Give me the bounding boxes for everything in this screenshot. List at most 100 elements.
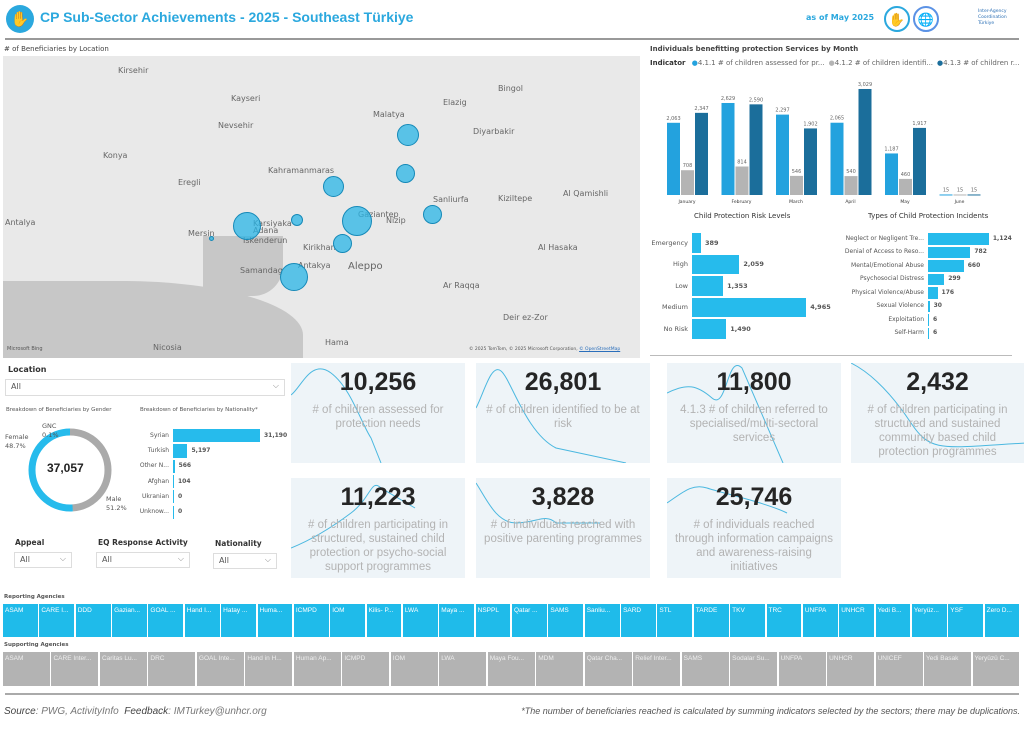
nationality-dropdown[interactable]: All ⌵ xyxy=(213,553,277,569)
agency-tile[interactable]: ASAM xyxy=(3,652,50,686)
bar[interactable] xyxy=(928,273,945,285)
bar[interactable] xyxy=(173,474,174,489)
kpi-card[interactable]: 3,828 # of individuals reached with posit… xyxy=(476,478,650,578)
legend-item[interactable]: ●4.1.1 # of children assessed for pr... xyxy=(692,59,825,67)
agency-tile[interactable]: Yeryüz... xyxy=(911,604,947,637)
month-bar[interactable] xyxy=(953,194,967,196)
legend-item[interactable]: ●4.1.2 # of children identifi... xyxy=(829,59,933,67)
agency-tile[interactable]: IOM xyxy=(330,604,366,637)
bar[interactable] xyxy=(173,459,175,473)
location-bubble[interactable] xyxy=(291,214,303,226)
agency-tile[interactable]: Hand in H... xyxy=(245,652,293,686)
agency-tile[interactable]: MDM xyxy=(536,652,584,686)
agency-tile[interactable]: STL xyxy=(657,604,693,637)
agency-tile[interactable]: TRC xyxy=(766,604,802,637)
agency-tile[interactable]: IOM xyxy=(390,652,438,686)
agency-tile[interactable]: Qatar ... xyxy=(512,604,547,637)
bar[interactable] xyxy=(928,246,971,258)
location-bubble[interactable] xyxy=(323,176,344,197)
agency-tile[interactable]: LWA xyxy=(402,604,438,637)
agency-tile[interactable]: Yedi B... xyxy=(875,604,911,637)
agency-tile[interactable]: Yeryüzü C... xyxy=(972,652,1020,686)
agency-tile[interactable]: UNHCR xyxy=(827,652,875,686)
beneficiaries-map[interactable]: Kirsehir Kayseri Nevsehir Konya Eregli Kahram… xyxy=(3,56,640,358)
kpi-card[interactable]: 11,800 4.1.3 # of children referred to sp… xyxy=(667,363,841,463)
agency-tile[interactable]: DRC xyxy=(148,652,196,686)
agency-tile[interactable]: Human Ap... xyxy=(293,652,341,686)
agency-tile[interactable]: UNHCR xyxy=(839,604,875,637)
agency-tile[interactable]: DDD xyxy=(75,604,111,637)
eq-response-dropdown[interactable]: All ⌵ xyxy=(96,552,190,568)
agency-tile[interactable]: NSPPL xyxy=(475,604,511,637)
month-bar[interactable] xyxy=(804,128,817,195)
agency-tile[interactable]: ICMPD xyxy=(293,604,329,637)
month-bar[interactable] xyxy=(913,127,926,195)
kpi-card[interactable]: 26,801 # of children identified to be at … xyxy=(476,363,650,463)
bar[interactable] xyxy=(692,233,701,253)
location-bubble[interactable] xyxy=(233,212,261,240)
location-bubble[interactable] xyxy=(423,205,442,224)
location-bubble[interactable] xyxy=(209,236,214,241)
month-bar[interactable] xyxy=(939,194,953,196)
month-bar[interactable] xyxy=(667,122,680,195)
bar[interactable] xyxy=(692,319,727,339)
month-bar[interactable] xyxy=(830,122,844,195)
agency-tile[interactable]: Sodalar Su... xyxy=(730,652,778,686)
month-bar[interactable] xyxy=(721,102,735,195)
agency-tile[interactable]: TKV xyxy=(730,604,765,637)
appeal-dropdown[interactable]: All ⌵ xyxy=(14,552,72,568)
agency-tile[interactable]: Sanliu... xyxy=(584,604,620,637)
location-bubble[interactable] xyxy=(342,206,372,236)
bar[interactable] xyxy=(928,287,938,299)
agency-tile[interactable]: Maya ... xyxy=(439,604,475,637)
agency-tile[interactable]: Hatay ... xyxy=(221,604,256,637)
month-bar[interactable] xyxy=(790,175,803,195)
location-bubble[interactable] xyxy=(396,164,415,183)
bar[interactable] xyxy=(928,260,964,272)
bar[interactable] xyxy=(173,505,174,519)
month-bar[interactable] xyxy=(899,178,912,195)
agency-tile[interactable]: Maya Fou... xyxy=(487,652,535,686)
agency-tile[interactable]: SARD xyxy=(621,604,656,637)
kpi-card[interactable]: 2,432 # of children participating in stru… xyxy=(851,363,1024,463)
osm-link[interactable]: © OpenStreetMap xyxy=(579,347,621,352)
donut-segment[interactable] xyxy=(28,428,112,512)
month-bar[interactable] xyxy=(681,170,694,195)
agency-tile[interactable]: SAMS xyxy=(548,604,584,637)
bar[interactable] xyxy=(692,254,740,274)
month-bar[interactable] xyxy=(776,114,789,195)
month-bar[interactable] xyxy=(858,88,872,195)
agency-tile[interactable]: Huma... xyxy=(257,604,293,637)
agency-tile[interactable]: UNICEF xyxy=(875,652,923,686)
agency-tile[interactable]: SAMS xyxy=(681,652,729,686)
month-bar[interactable] xyxy=(844,176,858,195)
kpi-card[interactable]: 10,256 # of children assessed for protect… xyxy=(291,363,465,463)
bar[interactable] xyxy=(692,276,724,296)
agency-tile[interactable]: CARE I... xyxy=(39,604,75,637)
agency-tile[interactable]: Hand I... xyxy=(184,604,220,637)
bar[interactable] xyxy=(928,300,930,312)
agency-tile[interactable]: YSF xyxy=(948,604,984,637)
agency-tile[interactable]: UNFPA xyxy=(778,652,826,686)
month-bar[interactable] xyxy=(967,194,981,196)
agency-tile[interactable]: Caritas Lu... xyxy=(99,652,147,686)
agency-tile[interactable]: UNFPA xyxy=(802,604,838,637)
agency-tile[interactable]: Kilis- P... xyxy=(366,604,402,637)
bar[interactable] xyxy=(928,233,989,245)
month-bar[interactable] xyxy=(735,166,749,195)
bar[interactable] xyxy=(928,314,929,326)
agency-tile[interactable]: Qatar Cha... xyxy=(584,652,632,686)
agency-tile[interactable]: Zero D... xyxy=(984,604,1020,637)
month-bar[interactable] xyxy=(885,153,898,195)
kpi-card[interactable]: 11,223 # of children participating in str… xyxy=(291,478,465,578)
agency-tile[interactable]: CARE Inter... xyxy=(51,652,99,686)
agency-tile[interactable]: GOAL ... xyxy=(148,604,184,637)
agency-tile[interactable]: LWA xyxy=(439,652,487,686)
location-bubble[interactable] xyxy=(333,234,352,253)
agency-tile[interactable]: ICMPD xyxy=(342,652,390,686)
feedback-email[interactable]: : IMTurkey@unhcr.org xyxy=(168,706,267,717)
agency-tile[interactable]: Gazian... xyxy=(112,604,147,637)
bar[interactable] xyxy=(173,444,188,458)
month-bar[interactable] xyxy=(695,112,708,195)
agency-tile[interactable]: Relief Inter... xyxy=(633,652,681,686)
